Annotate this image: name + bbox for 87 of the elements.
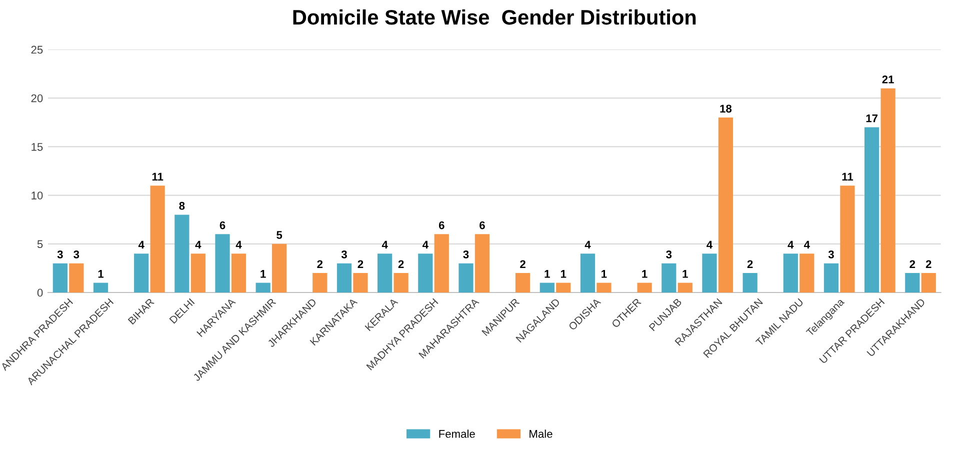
data-label: 2 xyxy=(747,260,753,268)
bar xyxy=(662,263,676,292)
bar xyxy=(336,263,352,292)
data-label: 2 xyxy=(520,260,526,268)
data-label: 4 xyxy=(422,240,428,249)
bar xyxy=(718,118,734,292)
y-tick-label: 5 xyxy=(37,240,43,248)
data-label: 3 xyxy=(666,250,672,258)
bar xyxy=(378,254,392,292)
data-label: 4 xyxy=(236,240,242,249)
bar xyxy=(556,282,571,292)
data-label: 6 xyxy=(480,221,485,230)
bar xyxy=(864,127,880,292)
data-label: 1 xyxy=(98,270,104,278)
bar xyxy=(596,282,612,292)
bar xyxy=(256,282,270,292)
data-label: 5 xyxy=(276,231,282,239)
bar xyxy=(800,254,814,292)
y-tick-label: 0 xyxy=(37,288,43,297)
data-label: 4 xyxy=(584,240,591,249)
bar xyxy=(540,282,554,292)
data-label: 1 xyxy=(682,270,688,278)
bar xyxy=(580,254,596,292)
data-label: 4 xyxy=(195,240,202,249)
bar xyxy=(174,214,190,292)
bar xyxy=(880,88,896,292)
bar xyxy=(93,282,108,292)
data-label: 4 xyxy=(382,240,388,249)
bar xyxy=(190,254,206,292)
data-label: 3 xyxy=(57,250,63,258)
y-tick-label: 10 xyxy=(32,192,43,200)
bar xyxy=(353,273,368,292)
data-label: 18 xyxy=(720,104,732,113)
bar xyxy=(783,254,798,292)
bar xyxy=(150,186,165,292)
y-tick-label: 20 xyxy=(31,94,43,102)
bar xyxy=(272,244,287,292)
data-label: 2 xyxy=(910,260,916,268)
data-label: 2 xyxy=(926,260,932,268)
bar xyxy=(824,263,839,292)
data-label: 1 xyxy=(561,270,566,278)
bar xyxy=(394,273,408,292)
bar xyxy=(678,282,692,292)
data-label: 3 xyxy=(828,250,834,258)
bar xyxy=(516,273,530,292)
bar xyxy=(231,254,246,292)
data-label: 3 xyxy=(341,250,347,258)
bar xyxy=(921,273,936,292)
data-label: 17 xyxy=(866,114,878,122)
y-tick-label: 25 xyxy=(31,46,43,54)
data-label: 2 xyxy=(358,260,364,268)
data-label: 1 xyxy=(642,270,648,278)
bar xyxy=(69,263,84,292)
bar xyxy=(458,263,474,292)
y-tick-label: 15 xyxy=(32,143,43,151)
data-label: 2 xyxy=(398,260,404,268)
chart-title: Domicile State Wise Gender Distribution xyxy=(293,9,696,25)
bar xyxy=(215,234,230,292)
legend-label: Female xyxy=(439,430,475,438)
bar xyxy=(434,234,449,292)
data-label: 1 xyxy=(544,270,550,278)
data-label: 4 xyxy=(804,240,810,249)
bar xyxy=(905,273,920,292)
bar xyxy=(474,234,490,292)
data-label: 8 xyxy=(179,202,185,210)
data-label: 4 xyxy=(788,240,794,249)
data-label: 6 xyxy=(438,221,444,230)
data-label: 3 xyxy=(463,250,469,258)
bar xyxy=(637,282,652,292)
data-label: 3 xyxy=(74,250,80,258)
legend-label: Male xyxy=(530,430,552,438)
bar xyxy=(418,254,433,292)
data-label: 4 xyxy=(706,240,713,249)
bar xyxy=(702,254,717,292)
data-label: 21 xyxy=(882,76,894,84)
data-label: 11 xyxy=(152,172,164,180)
data-label: 11 xyxy=(842,172,854,180)
data-label: 4 xyxy=(138,240,144,249)
bar xyxy=(312,273,328,292)
bar xyxy=(52,263,68,292)
data-label: 1 xyxy=(260,270,266,278)
data-label: 1 xyxy=(602,270,607,278)
bar xyxy=(134,254,149,292)
bar xyxy=(840,186,855,292)
data-label: 6 xyxy=(220,221,226,230)
bar xyxy=(742,273,758,292)
data-label: 2 xyxy=(317,260,323,268)
